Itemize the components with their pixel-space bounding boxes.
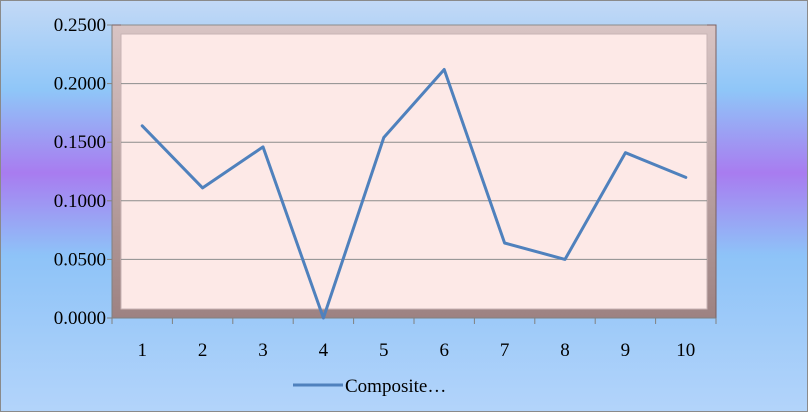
- x-tick-label: 3: [258, 340, 268, 361]
- y-tick-label: 0.2000: [54, 74, 106, 95]
- y-tick-label: 0.0000: [54, 308, 106, 329]
- x-tick-label: 4: [319, 340, 329, 361]
- x-tick-label: 8: [560, 340, 570, 361]
- series-lines: [140, 68, 688, 320]
- legend: Composite…: [293, 376, 446, 397]
- y-tick-label: 0.1000: [54, 191, 106, 212]
- plot-area-fill: [120, 33, 708, 310]
- x-tick-label: 1: [137, 340, 147, 361]
- series-line: [140, 68, 688, 320]
- y-tick-label: 0.1500: [54, 132, 106, 153]
- x-axis-tick-labels: 1 2 3 4 5 6 7 8 9 10: [137, 340, 695, 361]
- y-tick-label: 0.0500: [54, 249, 106, 270]
- plot-area-frame: [111, 24, 717, 319]
- y-axis-tick-labels: 0.0000 0.0500 0.1000 0.1500 0.2000 0.2500: [54, 15, 106, 329]
- x-tick-label: 10: [676, 340, 695, 361]
- axes: [107, 24, 717, 324]
- x-tick-label: 5: [379, 340, 389, 361]
- x-tick-label: 9: [621, 340, 631, 361]
- x-tick-label: 6: [439, 340, 449, 361]
- x-tick-label: 7: [500, 340, 510, 361]
- x-tick-label: 2: [198, 340, 208, 361]
- gridlines: [121, 24, 707, 260]
- y-tick-label: 0.2500: [54, 15, 106, 36]
- legend-label: Composite…: [345, 376, 446, 397]
